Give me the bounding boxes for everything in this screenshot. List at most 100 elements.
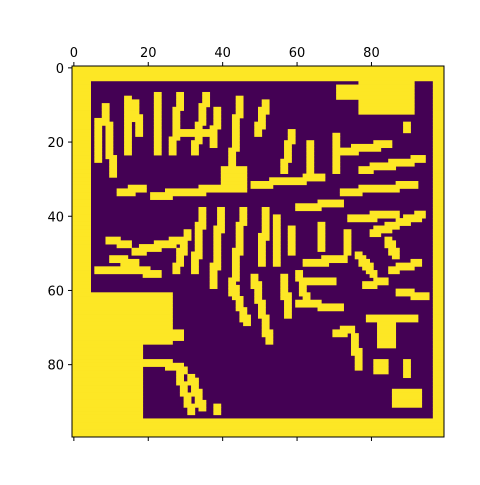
heatmap-cell <box>124 143 132 149</box>
heatmap-cell <box>250 273 259 278</box>
heatmap-cell <box>432 240 445 245</box>
heatmap-cell <box>109 169 118 174</box>
heatmap-cell <box>94 140 103 145</box>
heatmap-cell <box>432 292 445 297</box>
heatmap-cell <box>228 147 240 152</box>
heatmap-cell <box>153 121 162 126</box>
heatmap-cell <box>317 240 326 245</box>
heatmap-cell <box>432 143 445 149</box>
heatmap-cell <box>172 266 181 271</box>
heatmap-cell <box>384 236 393 241</box>
heatmap-cell <box>72 117 91 123</box>
heatmap-cell <box>124 106 140 111</box>
heatmap-cell <box>373 277 389 282</box>
heatmap-cell <box>187 373 196 379</box>
heatmap-cell <box>432 296 445 301</box>
heatmap-cell <box>176 251 188 256</box>
heatmap-cell <box>332 140 341 145</box>
heatmap-cell <box>209 125 222 130</box>
heatmap-cell <box>228 281 237 286</box>
heatmap-cell <box>168 136 181 141</box>
heatmap-cell <box>153 143 162 149</box>
heatmap-cell <box>72 344 144 349</box>
heatmap-cell <box>72 225 91 230</box>
heatmap-cell <box>369 210 400 215</box>
heatmap-cell <box>153 95 162 100</box>
heatmap-cell <box>432 314 445 319</box>
heatmap-cell <box>432 162 445 167</box>
x-tick-label: 0 <box>70 46 78 61</box>
heatmap-cell <box>280 292 292 297</box>
heatmap-cell <box>105 129 114 134</box>
heatmap-cell <box>391 255 400 260</box>
heatmap-cell <box>377 329 397 334</box>
heatmap-cell <box>280 296 292 301</box>
heatmap-cell <box>343 232 352 238</box>
heatmap-cell <box>191 255 203 260</box>
heatmap-cell <box>295 206 322 212</box>
heatmap-cell <box>377 336 397 341</box>
heatmap-cell <box>101 103 110 108</box>
heatmap-cell <box>287 236 296 241</box>
heatmap-cell <box>72 166 91 171</box>
heatmap-cell <box>72 203 91 208</box>
heatmap-cell <box>72 403 144 408</box>
heatmap-cell <box>432 151 445 156</box>
heatmap-cell <box>332 162 341 167</box>
heatmap-cell <box>332 147 382 152</box>
heatmap-cell <box>432 385 445 390</box>
heatmap-cell <box>109 166 118 171</box>
heatmap-cell <box>235 110 244 115</box>
heatmap-cell <box>179 244 188 249</box>
heatmap-cell <box>153 110 162 115</box>
heatmap-cell <box>72 262 91 267</box>
heatmap-cell <box>176 103 184 108</box>
heatmap-cell <box>116 244 132 249</box>
heatmap-cell <box>198 106 207 111</box>
heatmap-cell <box>306 166 315 171</box>
heatmap-cell <box>72 214 91 219</box>
heatmap-cell <box>373 362 389 367</box>
heatmap-cell <box>272 221 281 226</box>
heatmap-cell <box>235 299 244 304</box>
heatmap-cell <box>138 244 177 249</box>
heatmap-cell <box>265 336 274 341</box>
heatmap-cell <box>172 129 218 134</box>
heatmap-cell <box>365 314 419 319</box>
heatmap-cell <box>231 121 240 126</box>
heatmap-cell <box>72 333 184 338</box>
heatmap-cell <box>72 347 144 353</box>
heatmap-cell <box>187 377 199 382</box>
heatmap-cell <box>72 392 144 397</box>
heatmap-cell <box>298 281 337 286</box>
heatmap-cell <box>191 140 203 145</box>
heatmap-cell <box>432 396 445 401</box>
heatmap-cell <box>332 136 341 141</box>
heatmap-cell <box>183 399 192 405</box>
heatmap-cell <box>432 88 445 93</box>
heatmap-cell <box>105 125 114 130</box>
heatmap-cell <box>358 99 415 104</box>
heatmap-cell <box>269 177 326 182</box>
heatmap-cell <box>432 373 445 379</box>
heatmap-cell <box>261 333 274 338</box>
heatmap-cell <box>432 121 445 126</box>
heatmap-cell <box>272 214 281 219</box>
heatmap-cell <box>302 262 330 267</box>
heatmap-cell <box>194 396 203 401</box>
heatmap-cell <box>176 373 184 379</box>
heatmap-cell <box>72 266 91 271</box>
heatmap-cell <box>231 125 240 130</box>
heatmap-cell <box>432 414 445 419</box>
heatmap-cell <box>432 262 445 267</box>
heatmap-cell <box>272 244 281 249</box>
heatmap-cell <box>284 314 292 319</box>
heatmap-cell <box>432 95 445 100</box>
heatmap-cell <box>153 106 162 111</box>
heatmap-cell <box>72 433 445 438</box>
heatmap-cell <box>343 244 352 249</box>
heatmap-cell <box>432 270 445 275</box>
heatmap-cell <box>235 106 244 111</box>
heatmap-cell <box>395 288 415 293</box>
heatmap-cell <box>217 221 225 226</box>
